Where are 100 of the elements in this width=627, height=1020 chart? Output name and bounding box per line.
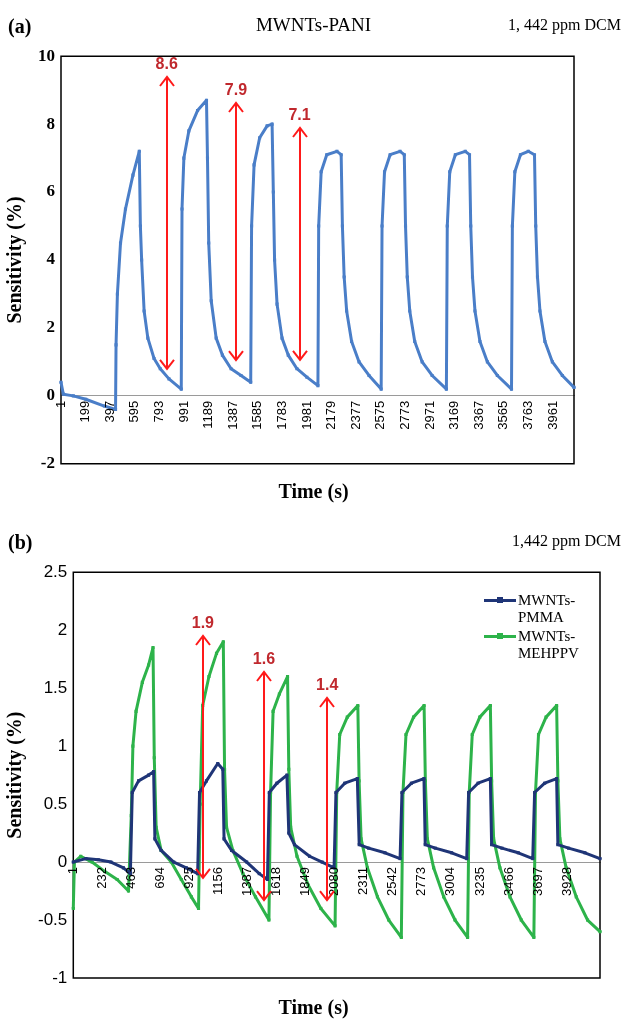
y-axis-title: Sensitivity (%) xyxy=(3,196,27,324)
point xyxy=(398,857,402,861)
point xyxy=(204,779,208,783)
point xyxy=(121,866,126,870)
point xyxy=(476,781,480,785)
point xyxy=(598,857,602,861)
point xyxy=(197,790,202,795)
point xyxy=(343,781,347,785)
annotation: 1.6 xyxy=(252,650,276,669)
x-tick-label: 3466 xyxy=(500,867,516,896)
x-tick-label: 3928 xyxy=(558,867,574,896)
point xyxy=(265,877,269,881)
point xyxy=(409,781,413,785)
point xyxy=(287,831,291,835)
point xyxy=(222,837,226,841)
point xyxy=(152,770,156,774)
y-tick-label: -1 xyxy=(52,967,68,987)
y-tick-label: 2 xyxy=(57,619,68,639)
point xyxy=(137,779,141,783)
point xyxy=(556,843,560,847)
x-tick-label: 2542 xyxy=(384,867,400,896)
point xyxy=(516,851,520,855)
x-tick-label: 595 xyxy=(126,400,142,423)
x-tick-label: 1387 xyxy=(239,867,255,896)
x-tick-label: 793 xyxy=(150,400,166,423)
point xyxy=(153,837,157,841)
x-tick-label: 2575 xyxy=(372,400,388,430)
y-tick-label: 4 xyxy=(46,249,56,269)
y-tick-label: 0 xyxy=(46,385,55,405)
x-tick-label: 3004 xyxy=(442,867,458,896)
x-tick-label: 232 xyxy=(93,867,109,889)
y-tick-label: 0.5 xyxy=(43,793,68,813)
x-tick-label: 1849 xyxy=(297,867,313,896)
x-tick-label: 1783 xyxy=(273,400,289,430)
point xyxy=(433,846,437,850)
legend-label: MWNTs-MEHPPV xyxy=(518,628,580,663)
y-tick-label: 10 xyxy=(38,45,55,65)
y-tick-label: 8 xyxy=(46,113,55,133)
x-tick-label: 2080 xyxy=(326,867,342,896)
x-tick-label: 3763 xyxy=(519,400,535,430)
point xyxy=(423,843,427,847)
point xyxy=(450,851,454,855)
point xyxy=(465,857,469,861)
x-tick-label: 1189 xyxy=(200,400,216,429)
x-tick-label: 199 xyxy=(77,400,93,423)
point xyxy=(367,846,371,850)
chart-subtitle: 1, 442 ppm DCM xyxy=(508,16,621,34)
x-tick-label: 2971 xyxy=(421,400,437,430)
x-tick-label: 2179 xyxy=(323,400,339,430)
x-tick-label: 1387 xyxy=(224,400,240,430)
point xyxy=(500,846,504,850)
x-tick-label: 2773 xyxy=(396,400,412,430)
x-tick-label: 1585 xyxy=(249,400,265,430)
x-tick-label: 991 xyxy=(175,400,191,423)
x-tick-label: 1618 xyxy=(268,867,284,896)
y-tick-label: 1.5 xyxy=(43,677,68,697)
text: (a) xyxy=(8,15,32,38)
point xyxy=(531,857,535,861)
point xyxy=(275,781,279,785)
point xyxy=(583,851,587,855)
point xyxy=(383,851,387,855)
x-tick-label: 3697 xyxy=(529,867,545,896)
y-tick-label: 2.5 xyxy=(43,561,68,581)
point xyxy=(257,872,261,876)
point xyxy=(567,846,571,850)
x-tick-label: 925 xyxy=(181,867,197,889)
annotation: 1.4 xyxy=(316,675,339,694)
x-tick-label: 3367 xyxy=(470,400,486,430)
point xyxy=(130,790,134,795)
annotation: 8.6 xyxy=(155,54,178,73)
y-axis-title: Sensitivity (%) xyxy=(3,711,27,839)
text: (b) xyxy=(8,531,33,554)
x-tick-label: 3235 xyxy=(471,867,487,896)
x-tick-label: 694 xyxy=(152,867,168,889)
annotation: 1.9 xyxy=(191,614,214,633)
point xyxy=(357,843,361,847)
annotation: 7.1 xyxy=(288,106,311,125)
chart-title: MWNTs-PANI xyxy=(255,14,372,35)
x-tick-label: 1981 xyxy=(298,400,314,430)
chart-subtitle: 1,442 ppm DCM xyxy=(512,532,621,550)
y-tick-label: 2 xyxy=(46,317,55,337)
x-tick-label: 397 xyxy=(101,400,117,423)
point xyxy=(84,857,88,861)
point xyxy=(147,773,151,777)
point xyxy=(96,858,100,862)
x-tick-label: 1156 xyxy=(210,867,226,896)
x-tick-label: 3169 xyxy=(446,400,462,430)
y-tick-label: -0.5 xyxy=(38,909,68,929)
point xyxy=(292,843,297,847)
point xyxy=(109,860,113,864)
x-axis-title: Time (s) xyxy=(277,480,350,505)
annotation: 7.9 xyxy=(224,81,248,100)
point xyxy=(543,781,547,785)
x-tick-label: 463 xyxy=(122,867,138,889)
x-tick-label: 2311 xyxy=(355,867,371,896)
point xyxy=(320,860,324,864)
y-tick-label: -2 xyxy=(40,453,55,473)
point xyxy=(285,773,289,777)
point xyxy=(245,860,249,864)
legend-label: MWNTs-PMMA xyxy=(518,592,577,627)
